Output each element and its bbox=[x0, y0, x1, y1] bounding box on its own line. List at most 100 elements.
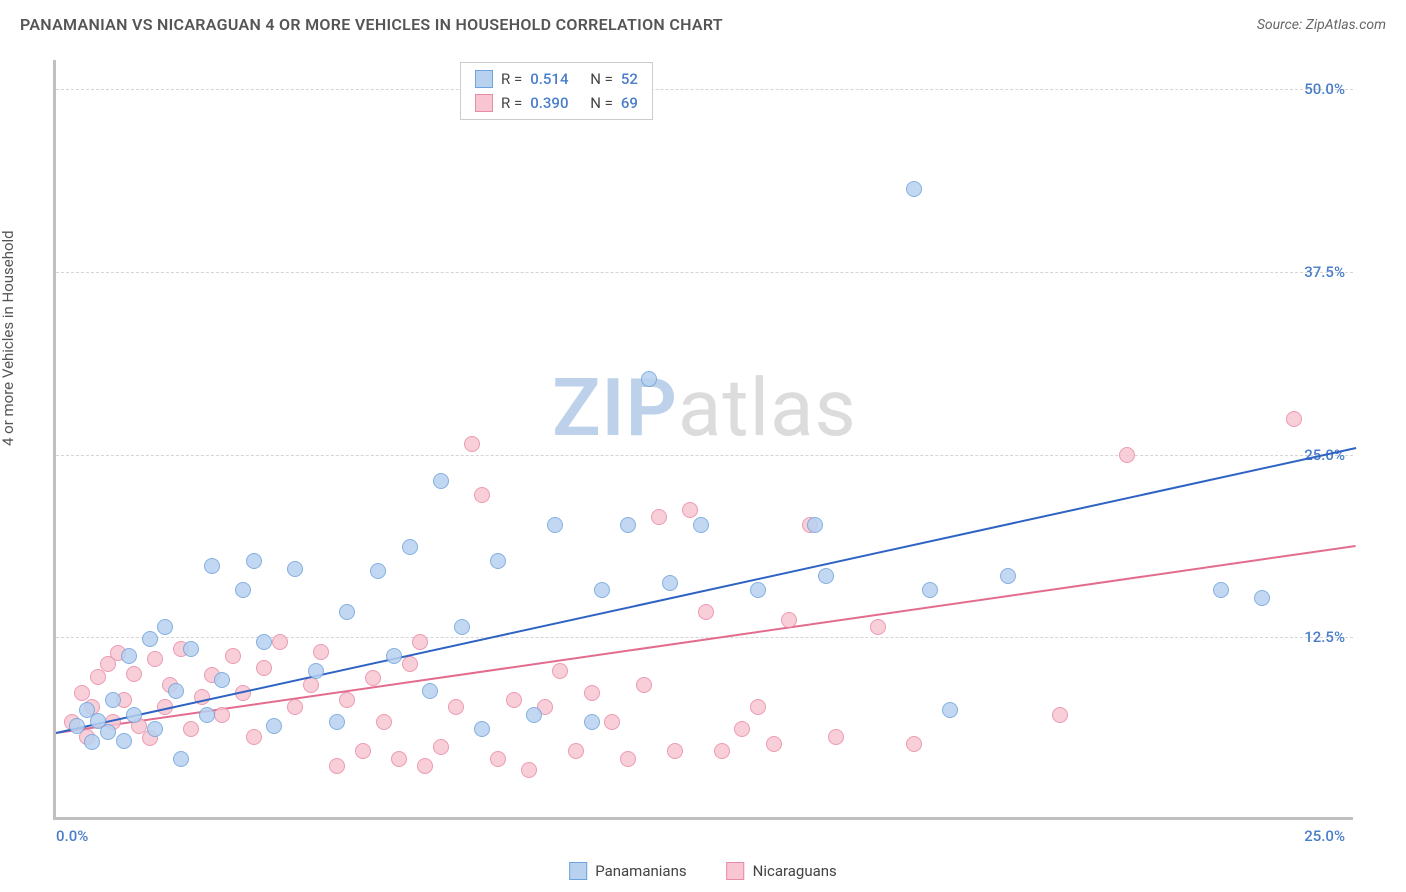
data-point bbox=[214, 707, 230, 723]
data-point bbox=[402, 539, 418, 555]
data-point bbox=[807, 517, 823, 533]
watermark: ZIPatlas bbox=[552, 361, 857, 455]
data-point bbox=[490, 553, 506, 569]
data-point bbox=[922, 582, 938, 598]
legend-swatch bbox=[475, 70, 493, 88]
data-point bbox=[272, 634, 288, 650]
data-point bbox=[766, 736, 782, 752]
chart-title: PANAMANIAN VS NICARAGUAN 4 OR MORE VEHIC… bbox=[20, 15, 723, 34]
data-point bbox=[682, 502, 698, 518]
data-point bbox=[448, 699, 464, 715]
data-point bbox=[355, 743, 371, 759]
data-point bbox=[433, 473, 449, 489]
gridline bbox=[56, 272, 1353, 273]
data-point bbox=[906, 736, 922, 752]
data-point bbox=[750, 582, 766, 598]
data-point bbox=[121, 648, 137, 664]
data-point bbox=[225, 648, 241, 664]
series-legend-item: Nicaraguans bbox=[727, 862, 837, 880]
data-point bbox=[235, 582, 251, 598]
correlation-legend: R =0.514N =52R =0.390N =69 bbox=[460, 62, 653, 120]
data-point bbox=[1119, 447, 1135, 463]
data-point bbox=[474, 721, 490, 737]
data-point bbox=[584, 714, 600, 730]
data-point bbox=[1254, 590, 1270, 606]
r-label: R = bbox=[501, 91, 522, 115]
n-label: N = bbox=[590, 91, 613, 115]
data-point bbox=[168, 683, 184, 699]
data-point bbox=[199, 707, 215, 723]
r-value: 0.390 bbox=[530, 91, 582, 115]
data-point bbox=[100, 724, 116, 740]
r-label: R = bbox=[501, 67, 522, 91]
data-point bbox=[339, 604, 355, 620]
series-legend: Panamanians Nicaraguans bbox=[569, 862, 837, 880]
data-point bbox=[287, 561, 303, 577]
data-point bbox=[1000, 568, 1016, 584]
data-point bbox=[620, 517, 636, 533]
correlation-legend-row: R =0.390N =69 bbox=[475, 91, 638, 115]
data-point bbox=[339, 692, 355, 708]
data-point bbox=[147, 651, 163, 667]
y-tick-label: 12.5% bbox=[1304, 628, 1345, 646]
data-point bbox=[698, 604, 714, 620]
series-label: Panamanians bbox=[595, 862, 686, 880]
chart-header: PANAMANIAN VS NICARAGUAN 4 OR MORE VEHIC… bbox=[20, 15, 1386, 34]
correlation-legend-row: R =0.514N =52 bbox=[475, 67, 638, 91]
data-point bbox=[391, 751, 407, 767]
data-point bbox=[1286, 411, 1302, 427]
data-point bbox=[714, 743, 730, 759]
data-point bbox=[90, 669, 106, 685]
data-point bbox=[942, 702, 958, 718]
data-point bbox=[781, 612, 797, 628]
data-point bbox=[204, 558, 220, 574]
data-point bbox=[521, 762, 537, 778]
chart-source: Source: ZipAtlas.com bbox=[1257, 17, 1386, 33]
data-point bbox=[142, 631, 158, 647]
data-point bbox=[329, 714, 345, 730]
data-point bbox=[256, 660, 272, 676]
data-point bbox=[69, 718, 85, 734]
watermark-zip: ZIP bbox=[552, 361, 678, 455]
series-label: Nicaraguans bbox=[753, 862, 837, 880]
data-point bbox=[1213, 582, 1229, 598]
data-point bbox=[266, 718, 282, 734]
data-point bbox=[906, 181, 922, 197]
data-point bbox=[620, 751, 636, 767]
data-point bbox=[454, 619, 470, 635]
data-point bbox=[412, 634, 428, 650]
gridline bbox=[56, 455, 1353, 456]
data-point bbox=[386, 648, 402, 664]
scatter-plot-area: ZIPatlas 12.5%25.0%37.5%50.0%0.0%25.0% bbox=[53, 60, 1353, 820]
n-value: 52 bbox=[621, 67, 638, 91]
data-point bbox=[214, 672, 230, 688]
data-point bbox=[105, 692, 121, 708]
data-point bbox=[402, 656, 418, 672]
watermark-atlas: atlas bbox=[678, 361, 857, 455]
data-point bbox=[173, 751, 189, 767]
data-point bbox=[183, 721, 199, 737]
data-point bbox=[636, 677, 652, 693]
trend-line bbox=[56, 545, 1356, 734]
data-point bbox=[594, 582, 610, 598]
data-point bbox=[433, 739, 449, 755]
data-point bbox=[568, 743, 584, 759]
data-point bbox=[126, 666, 142, 682]
data-point bbox=[818, 568, 834, 584]
data-point bbox=[828, 729, 844, 745]
data-point bbox=[183, 641, 199, 657]
data-point bbox=[116, 733, 132, 749]
y-tick-label: 50.0% bbox=[1304, 80, 1345, 98]
data-point bbox=[651, 509, 667, 525]
data-point bbox=[584, 685, 600, 701]
data-point bbox=[74, 685, 90, 701]
data-point bbox=[84, 734, 100, 750]
data-point bbox=[157, 619, 173, 635]
r-value: 0.514 bbox=[530, 67, 582, 91]
data-point bbox=[506, 692, 522, 708]
data-point bbox=[365, 670, 381, 686]
x-tick-label: 25.0% bbox=[1304, 827, 1345, 845]
data-point bbox=[604, 714, 620, 730]
data-point bbox=[662, 575, 678, 591]
data-point bbox=[526, 707, 542, 723]
